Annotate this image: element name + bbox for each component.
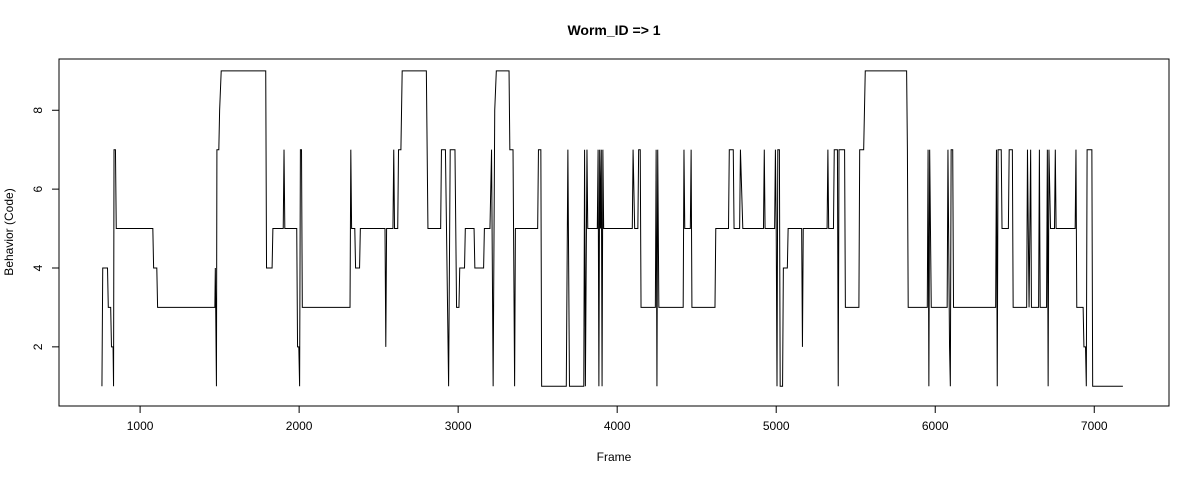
y-tick-label: 2 <box>31 343 45 350</box>
x-axis-label: Frame <box>597 450 632 464</box>
x-tick-label: 1000 <box>127 419 154 433</box>
series-line <box>101 70 1123 387</box>
x-tick-label: 4000 <box>604 419 631 433</box>
x-tick-label: 3000 <box>445 419 472 433</box>
x-tick-label: 2000 <box>286 419 313 433</box>
y-tick-label: 4 <box>31 264 45 271</box>
y-tick-label: 6 <box>31 185 45 192</box>
x-tick-label: 5000 <box>763 419 790 433</box>
x-tick-label: 7000 <box>1081 419 1108 433</box>
x-axis: 1000 2000 3000 4000 5000 6000 7000 <box>127 405 1108 433</box>
chart-title: Worm_ID => 1 <box>567 22 660 38</box>
y-axis: 2 4 6 8 <box>31 107 60 350</box>
x-tick-label: 6000 <box>922 419 949 433</box>
y-axis-label: Behavior (Code) <box>2 188 16 275</box>
series-layer <box>101 70 1123 387</box>
y-tick-label: 8 <box>31 107 45 114</box>
plot-frame <box>58 58 1170 407</box>
